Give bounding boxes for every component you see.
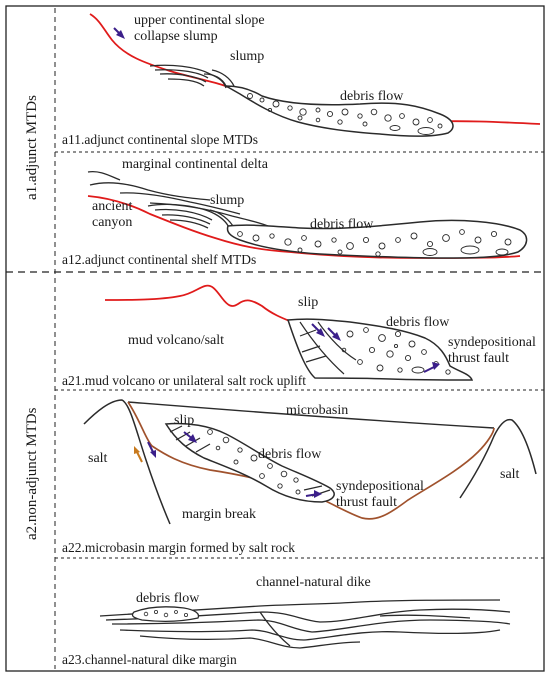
panel-a21: mud volcano/salt slip debris flow syndep… [62, 284, 536, 388]
a11-debris-flow-body [223, 85, 454, 137]
a23-clasts [143, 610, 188, 618]
a21-label-mud-volcano: mud volcano/salt [128, 333, 224, 348]
panel-a23: debris flow channel-natural dike a23.cha… [62, 575, 511, 667]
a22-fault-arrowhead-up [134, 446, 140, 454]
a11-label-debris-flow: debris flow [340, 89, 404, 104]
a11-label-upper-slope: upper continental slope [134, 13, 265, 28]
a21-label-thrust-fault: thrust fault [448, 351, 509, 366]
a22-fault-arrowhead-down [150, 450, 156, 458]
a22-right-salt-dome [459, 418, 537, 499]
a12-debris-flow-body [226, 219, 528, 259]
a21-mud-volcano-profile [104, 284, 313, 371]
a11-slump-folds [149, 64, 235, 89]
a12-label-slump: slump [210, 193, 244, 208]
a22-debris-flow-body [164, 422, 335, 503]
a21-slip-arrowhead-2 [332, 332, 341, 341]
a23-caption: a23.channel-natural dike margin [62, 652, 237, 667]
a22-label-thrust-fault: thrust fault [336, 495, 397, 510]
a22-label-debris-flow: debris flow [258, 447, 322, 462]
a11-caption: a11.adjunct continental slope MTDs [62, 132, 258, 147]
a11-slide-arrowhead [116, 30, 125, 39]
a22-clasts [207, 429, 301, 495]
frame [5, 5, 545, 672]
outer-border [5, 5, 545, 672]
a12-label-ancient: ancient [92, 199, 133, 214]
a22-label-microbasin: microbasin [286, 403, 348, 418]
a22-label-margin-break: margin break [182, 507, 256, 522]
group-label-a2: a2.non-adjunct MTDs [24, 407, 40, 540]
a21-slip-arrowhead-1 [316, 328, 325, 337]
a22-label-syndepositional: syndepositional [336, 479, 424, 494]
a22-caption: a22.microbasin margin formed by salt roc… [62, 540, 295, 555]
panel-a22: microbasin salt salt slip debris flow sy… [62, 399, 537, 555]
a12-caption: a12.adjunct continental shelf MTDs [62, 252, 256, 267]
a21-thrust-arrowhead [432, 362, 440, 370]
a22-basin-floor [127, 401, 495, 520]
a12-label-debris-flow: debris flow [310, 217, 374, 232]
a22-microbasin-line [127, 401, 495, 429]
a11-clasts [247, 93, 443, 135]
group-label-a1: a1.adjunct MTDs [24, 95, 40, 200]
a12-clasts [237, 229, 512, 257]
a23-debris-lens [131, 606, 200, 622]
a12-label-delta: marginal continental delta [122, 157, 269, 172]
panel-a11: upper continental slope collapse slump s… [62, 13, 541, 147]
a21-clasts [341, 327, 451, 375]
a11-label-collapse-slump: collapse slump [134, 29, 218, 44]
panel-a12: marginal continental delta ancient canyo… [62, 157, 528, 267]
a23-label-channel: channel-natural dike [256, 575, 371, 590]
a23-label-debris-flow: debris flow [136, 591, 200, 606]
a23-channel-levee-lines [99, 599, 511, 649]
a11-label-slump: slump [230, 49, 264, 64]
a21-internal-slip-lines [299, 321, 357, 375]
a21-label-debris-flow: debris flow [386, 315, 450, 330]
a21-label-slip: slip [298, 295, 318, 310]
a12-label-canyon: canyon [92, 215, 132, 230]
a22-left-salt-dome [83, 399, 171, 525]
a22-thrust-arrowhead [314, 490, 322, 498]
a22-label-salt-left: salt [88, 451, 108, 466]
a12-slump-folds [147, 203, 235, 231]
a22-slip-arrowhead [188, 434, 197, 443]
a21-caption: a21.mud volcano or unilateral salt rock … [62, 373, 306, 388]
a22-label-slip: slip [174, 413, 194, 428]
a22-label-salt-right: salt [500, 467, 520, 482]
a22-internal-slip-lines [169, 425, 331, 497]
a21-label-syndepositional: syndepositional [448, 335, 536, 350]
